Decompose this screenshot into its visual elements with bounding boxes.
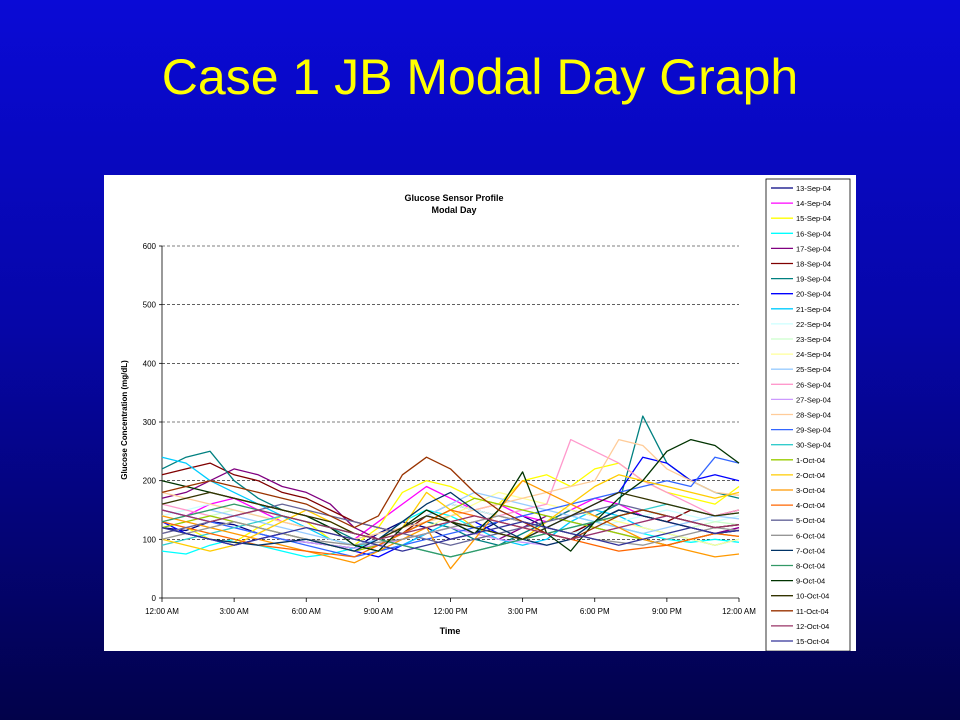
legend-label: 26-Sep-04 [796,380,831,389]
legend-label: 15-Oct-04 [796,637,829,646]
legend-label: 20-Sep-04 [796,290,831,299]
x-tick-label: 6:00 PM [580,607,610,616]
legend-label: 8-Oct-04 [796,562,825,571]
legend-label: 29-Sep-04 [796,426,831,435]
legend: 13-Sep-04 14-Sep-04 15-Sep-04 16-Sep-04 17-S… [765,178,851,652]
legend-label: 15-Sep-04 [796,214,831,223]
legend-label: 23-Sep-04 [796,335,831,344]
y-tick-label: 400 [143,359,157,368]
legend-label: 17-Sep-04 [796,244,831,253]
x-tick-label: 3:00 PM [508,607,538,616]
legend-label: 3-Oct-04 [796,486,825,495]
series-line [161,515,740,546]
legend-label: 18-Sep-04 [796,260,831,269]
x-tick-label: 12:00 AM [145,607,179,616]
series-line [161,491,740,552]
legend-label: 28-Sep-04 [796,411,831,420]
legend-label: 4-Oct-04 [796,501,825,510]
y-axis-label: Glucose Concentration (mg/dL) [120,360,129,480]
legend-label: 13-Sep-04 [796,184,831,193]
glucose-chart: Glucose Sensor Profile Modal Day Glucose… [104,175,856,652]
x-tick-label: 9:00 PM [652,607,682,616]
y-tick-label: 300 [143,418,157,427]
series-line [161,456,740,540]
slide-title: Case 1 JB Modal Day Graph [161,49,799,105]
legend-label: 30-Sep-04 [796,441,831,450]
legend-label: 1-Oct-04 [796,456,825,465]
x-tick-label: 6:00 AM [292,607,322,616]
legend-label: 27-Sep-04 [796,395,831,404]
legend-label: 5-Oct-04 [796,516,825,525]
legend-label: 9-Oct-04 [796,577,825,586]
legend-label: 21-Sep-04 [796,305,831,314]
y-tick-label: 500 [143,301,157,310]
legend-label: 24-Sep-04 [796,350,831,359]
legend-label: 12-Oct-04 [796,622,829,631]
legend-label: 2-Oct-04 [796,471,825,480]
chart-panel: Glucose Sensor Profile Modal Day Glucose… [104,175,856,652]
series-line [161,438,740,540]
legend-label: 25-Sep-04 [796,365,831,374]
plot-area: 0 100 200 300 400 500 600 12:00 AM 3:00 AM 6:00 A… [143,242,757,616]
legend-label: 14-Sep-04 [796,199,831,208]
series-line [161,521,740,552]
chart-subtitle: Modal Day [431,205,476,215]
chart-title: Glucose Sensor Profile [404,193,503,203]
y-tick-label: 600 [143,242,157,251]
x-tick-label: 9:00 AM [364,607,394,616]
x-tick-label: 12:00 AM [722,607,756,616]
y-tick-label: 200 [143,477,157,486]
legend-label: 16-Sep-04 [796,229,831,238]
legend-label: 19-Sep-04 [796,275,831,284]
legend-label: 22-Sep-04 [796,320,831,329]
x-tick-label: 12:00 PM [433,607,468,616]
y-tick-label: 0 [152,594,157,603]
series-line [161,509,740,540]
y-tick-label: 100 [143,535,157,544]
x-axis-label: Time [440,626,461,636]
legend-label: 7-Oct-04 [796,546,825,555]
legend-label: 6-Oct-04 [796,531,825,540]
legend-label: 10-Oct-04 [796,592,829,601]
x-tick-label: 3:00 AM [219,607,249,616]
legend-label: 11-Oct-04 [796,607,829,616]
